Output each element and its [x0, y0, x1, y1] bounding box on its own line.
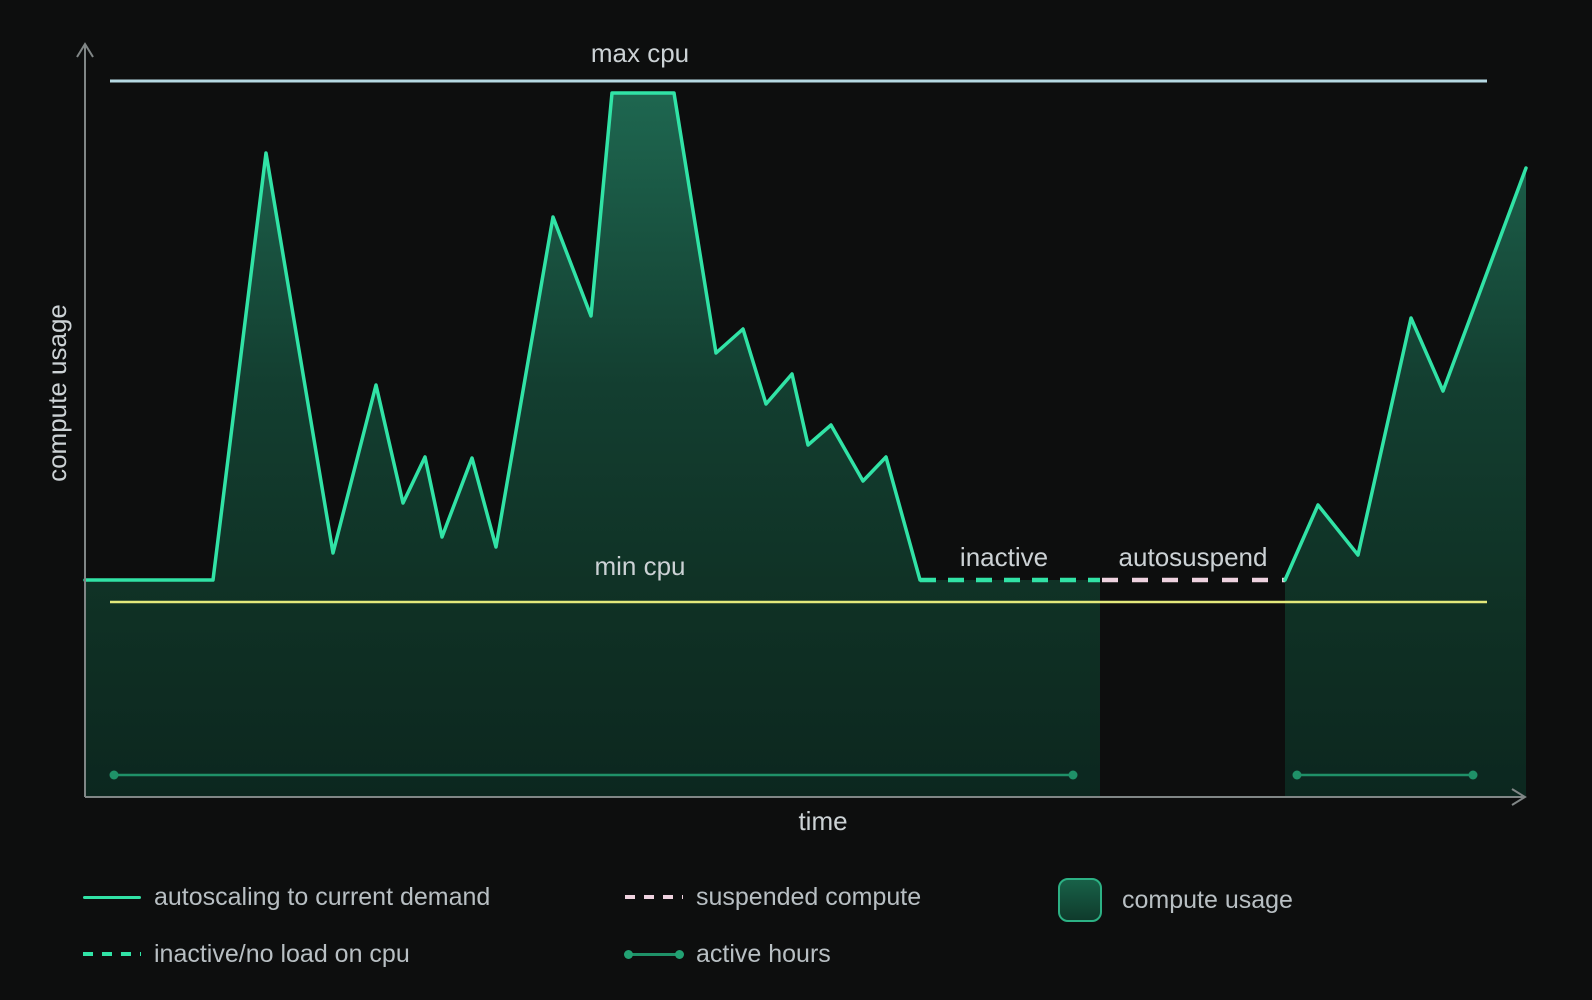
active-hours-dot	[109, 770, 119, 780]
max-cpu-label: max cpu	[590, 38, 690, 68]
y-axis-label: compute usage	[42, 304, 72, 482]
active-hours-dot	[1292, 770, 1302, 780]
dashed-green-line-swatch	[83, 952, 141, 956]
legend-item-active-hours: active hours	[624, 932, 831, 976]
rounded-square-swatch	[1058, 878, 1102, 922]
autoscaling-line	[83, 91, 922, 582]
legend-item-compute-usage: compute usage	[1058, 878, 1293, 922]
legend-label: autoscaling to current demand	[154, 882, 491, 911]
legend-label: inactive/no load on cpu	[154, 939, 410, 968]
y-axis-arrowhead	[76, 42, 94, 58]
min-cpu-label: min cpu	[594, 551, 686, 581]
x-axis-label: time	[798, 806, 848, 836]
legend-label: compute usage	[1122, 885, 1293, 914]
autoscaling-resume-line	[1283, 166, 1528, 582]
active-hours-dot	[1468, 770, 1478, 780]
legend-label: suspended compute	[696, 882, 922, 911]
autosuspend-label: autosuspend	[1118, 542, 1268, 572]
x-axis-arrowhead	[1511, 788, 1527, 806]
solid-line-swatch	[83, 895, 141, 899]
legend-label: active hours	[696, 939, 831, 968]
dot-line-swatch	[624, 949, 684, 959]
compute-usage-active-1-fill	[85, 93, 1100, 797]
dashed-pink-line-swatch	[625, 895, 683, 899]
legend-item-inactive-no-load: inactive/no load on cpu	[83, 932, 410, 976]
legend-item-suspended: suspended compute	[625, 875, 921, 919]
compute-usage-active-2-fill	[1285, 168, 1526, 797]
inactive-label: inactive	[959, 542, 1049, 572]
active-hours-dot	[1068, 770, 1078, 780]
legend-item-autoscaling: autoscaling to current demand	[83, 875, 490, 919]
